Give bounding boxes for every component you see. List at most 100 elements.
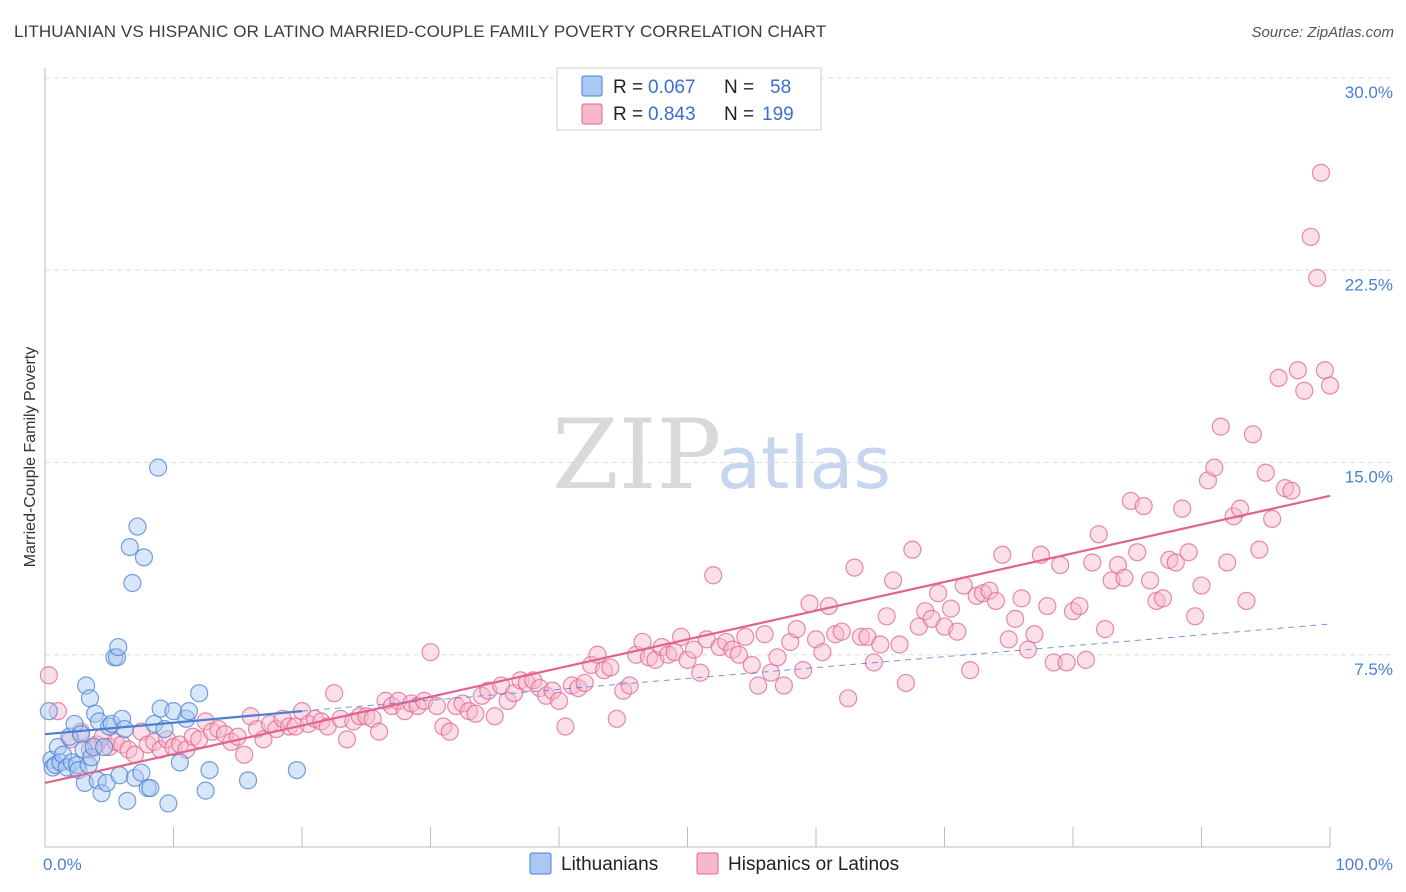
data-point [620,676,639,695]
data-point [549,691,569,710]
data-point [999,630,1018,649]
data-point [704,566,723,585]
data-point [1089,525,1108,544]
watermark: ZIP atlas [552,399,891,511]
data-point [896,673,916,693]
data-point [684,640,704,659]
stats-legend: R = 0.067 N = 58 R = 0.843 N = 199 [556,67,822,131]
hispanic-points [39,163,1340,764]
data-point [832,622,851,641]
legend-r-value-2: 0.843 [648,104,696,125]
data-point [871,635,890,654]
y-tick-label: 15.0% [1345,468,1393,487]
y-tick-label: 7.5% [1354,660,1393,679]
data-point [1083,553,1102,572]
data-point [1044,653,1063,672]
y-tick-labels: 7.5% 15.0% 22.5% 30.0% [1345,83,1393,679]
data-point [1179,543,1198,562]
data-point [1057,653,1076,672]
data-point [128,517,147,536]
data-point [1025,625,1044,644]
data-point [729,645,749,664]
data-point [601,658,620,677]
data-point [109,637,128,657]
data-point [768,648,787,667]
data-point [287,760,306,780]
legend-n-value-2: 199 [762,104,794,125]
legend-r-value-1: 0.067 [648,77,696,98]
data-point [1230,499,1250,518]
bottom-legend-swatch-pink [696,852,719,875]
data-point [941,599,961,618]
data-point [1315,361,1334,380]
data-point [485,707,504,726]
data-point [110,766,129,785]
data-point [1295,381,1314,400]
data-point [421,643,440,662]
data-point [903,540,922,559]
x-tick-label: 0.0% [43,855,82,874]
y-tick-label: 22.5% [1345,275,1393,294]
data-point [196,781,215,800]
data-point [1211,417,1230,436]
data-point [235,745,254,764]
data-point [986,591,1006,611]
data-point [761,663,781,682]
data-point [678,650,697,669]
watermark-zip: ZIP [552,399,721,511]
trend-line-hispanic [44,494,1331,784]
data-point [774,676,793,695]
lithuanian-points [39,458,306,813]
data-point [134,548,154,567]
source-label: Source: ZipAtlas.com [1251,24,1394,41]
data-point [845,558,864,577]
data-point [370,722,389,741]
data-point [1076,650,1095,669]
data-point [1173,499,1192,518]
data-point [1153,589,1173,608]
data-point [1128,543,1147,562]
data-point [575,673,594,693]
data-point [742,655,761,675]
data-point [1288,361,1307,380]
data-point [800,594,819,613]
data-point [556,717,575,736]
axes [44,68,1331,848]
data-point [890,635,909,654]
data-point [1205,458,1224,477]
data-point [1051,555,1070,575]
data-point [118,791,137,810]
bottom-legend-label-1: Lithuanians [561,854,658,875]
legend-swatch-pink [581,103,603,125]
data-point [1218,553,1237,572]
legend-swatch-blue [581,75,603,97]
data-point [961,661,980,680]
data-point [755,625,774,644]
data-point [71,725,91,744]
trend-line-lithuanian [44,710,303,736]
data-point [1308,268,1327,288]
data-point [337,730,357,749]
data-point [1096,620,1115,639]
data-point [80,689,100,708]
data-point [607,709,626,728]
trend-lines [44,494,1331,784]
y-tick-label: 30.0% [1345,83,1393,102]
data-point [928,584,948,603]
data-point [787,620,806,639]
data-point [228,727,247,746]
data-point [851,627,871,646]
bottom-legend-label-2: Hispanics or Latinos [728,854,899,875]
data-point [95,737,114,757]
series-legend: Lithuanians Hispanics or Latinos [529,852,899,875]
trend-line-lithuanian-extension [301,623,1331,712]
data-point [1282,481,1301,500]
data-point [120,537,139,557]
data-point [148,458,168,477]
data-point [123,573,142,593]
data-point [1301,227,1320,247]
data-point [1166,553,1185,572]
x-tick-labels: 0.0% 100.0% [43,855,1393,874]
grid [45,77,1395,656]
data-point [1038,596,1057,616]
